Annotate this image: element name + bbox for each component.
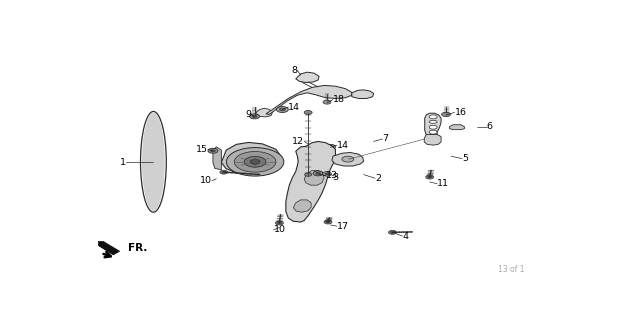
Circle shape — [390, 231, 394, 233]
Text: 4: 4 — [403, 232, 408, 241]
Polygon shape — [256, 108, 273, 117]
Text: 1: 1 — [120, 158, 125, 167]
Circle shape — [250, 114, 260, 119]
Circle shape — [323, 100, 331, 104]
Text: 7: 7 — [383, 135, 388, 144]
Text: 13: 13 — [326, 171, 338, 180]
Circle shape — [316, 172, 321, 174]
Circle shape — [227, 148, 284, 176]
Text: 6: 6 — [486, 122, 493, 131]
Circle shape — [323, 172, 332, 176]
Circle shape — [244, 156, 266, 167]
Circle shape — [428, 176, 431, 178]
Text: 8: 8 — [291, 66, 297, 75]
Polygon shape — [266, 85, 352, 115]
Polygon shape — [293, 200, 311, 212]
Circle shape — [388, 230, 396, 234]
Ellipse shape — [142, 113, 165, 211]
Circle shape — [326, 221, 330, 223]
Circle shape — [305, 173, 312, 176]
Circle shape — [324, 220, 332, 224]
Text: 12: 12 — [292, 137, 304, 146]
Circle shape — [426, 175, 434, 179]
Polygon shape — [99, 241, 120, 255]
Polygon shape — [221, 142, 281, 174]
Ellipse shape — [429, 115, 437, 119]
Ellipse shape — [429, 130, 437, 134]
Text: 10: 10 — [200, 176, 212, 185]
Polygon shape — [424, 135, 441, 145]
Text: FR.: FR. — [128, 242, 147, 253]
Text: 5: 5 — [462, 154, 468, 163]
Ellipse shape — [429, 120, 437, 123]
Text: 15: 15 — [196, 145, 208, 154]
Circle shape — [250, 160, 260, 164]
Circle shape — [234, 152, 276, 172]
Circle shape — [277, 222, 282, 224]
Text: 14: 14 — [288, 102, 300, 112]
Text: 10: 10 — [273, 225, 285, 234]
Text: 14: 14 — [337, 141, 349, 150]
Text: 13 of 1: 13 of 1 — [499, 265, 525, 274]
Ellipse shape — [429, 125, 437, 129]
Circle shape — [252, 115, 257, 118]
Circle shape — [442, 112, 451, 117]
Text: 3: 3 — [332, 173, 338, 182]
Circle shape — [208, 148, 218, 153]
Polygon shape — [213, 147, 221, 170]
Text: 16: 16 — [454, 108, 467, 117]
Circle shape — [313, 171, 323, 176]
Circle shape — [275, 221, 284, 225]
Text: 2: 2 — [375, 174, 381, 183]
Text: 18: 18 — [333, 95, 345, 104]
Polygon shape — [449, 125, 465, 130]
Circle shape — [326, 145, 335, 149]
Circle shape — [280, 108, 285, 111]
Polygon shape — [425, 113, 441, 137]
Polygon shape — [304, 170, 324, 185]
Text: 17: 17 — [337, 222, 349, 231]
Circle shape — [220, 170, 228, 174]
Circle shape — [328, 145, 333, 148]
Text: 9: 9 — [245, 110, 251, 119]
Circle shape — [304, 110, 312, 115]
Circle shape — [211, 150, 216, 152]
Circle shape — [276, 107, 288, 113]
Circle shape — [342, 156, 354, 162]
Circle shape — [325, 173, 329, 175]
Polygon shape — [286, 141, 335, 222]
Circle shape — [222, 171, 226, 173]
Polygon shape — [352, 90, 374, 99]
Polygon shape — [332, 152, 364, 166]
Polygon shape — [296, 72, 319, 83]
Text: 11: 11 — [437, 179, 449, 188]
